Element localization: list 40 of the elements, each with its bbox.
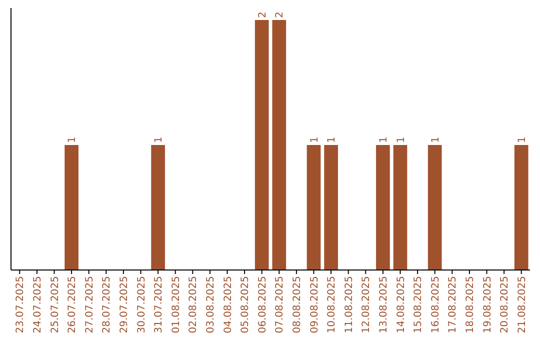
data-label: 1 xyxy=(378,136,390,143)
x-tick-label: 15.08.2025 xyxy=(413,276,424,334)
x-tick-label: 26.07.2025 xyxy=(67,276,78,334)
x-tick-label: 05.08.2025 xyxy=(240,276,252,334)
data-label: 1 xyxy=(516,136,528,143)
x-tick-label: 21.08.2025 xyxy=(516,276,528,334)
x-tick-label: 07.08.2025 xyxy=(274,276,286,334)
x-tick-label: 31.07.2025 xyxy=(154,276,165,334)
x-tick-label: 17.08.2025 xyxy=(448,276,459,334)
x-tick-label: 27.07.2025 xyxy=(84,276,96,334)
x-tick-label: 11.08.2025 xyxy=(344,276,355,334)
x-tick-label: 06.08.2025 xyxy=(257,276,268,334)
x-tick-label: 03.08.2025 xyxy=(205,276,216,334)
data-label: 1 xyxy=(309,136,320,143)
x-tick-label: 10.08.2025 xyxy=(326,276,338,334)
data-label: 2 xyxy=(274,12,286,18)
x-tick-label: 04.08.2025 xyxy=(222,276,234,334)
x-tick-label: 19.08.2025 xyxy=(482,276,494,334)
x-tick-label: 16.08.2025 xyxy=(430,276,442,334)
x-tick-label: 25.07.2025 xyxy=(50,276,61,334)
x-tick-label: 30.07.2025 xyxy=(136,276,148,334)
data-label: 2 xyxy=(257,12,268,18)
x-tick-label: 01.08.2025 xyxy=(170,276,182,334)
data-label: 1 xyxy=(67,136,78,143)
x-tick-label: 09.08.2025 xyxy=(309,276,320,334)
x-tick-label: 12.08.2025 xyxy=(361,276,372,334)
x-tick-label: 18.08.2025 xyxy=(464,276,476,334)
x-tick-label: 23.07.2025 xyxy=(15,276,26,334)
x-tick-label: 20.08.2025 xyxy=(500,276,511,334)
x-tick-label: 14.08.2025 xyxy=(396,276,407,334)
data-label: 1 xyxy=(430,136,442,143)
x-tick-label: 13.08.2025 xyxy=(378,276,390,334)
data-label: 1 xyxy=(326,136,338,143)
x-tick-label: 02.08.2025 xyxy=(188,276,200,334)
data-label: 1 xyxy=(396,136,407,143)
x-tick-label: 29.07.2025 xyxy=(118,276,130,334)
x-tick-label: 08.08.2025 xyxy=(292,276,303,334)
x-tick-label: 28.07.2025 xyxy=(102,276,113,334)
x-tick-label: 24.07.2025 xyxy=(32,276,44,334)
data-label: 1 xyxy=(154,136,165,143)
